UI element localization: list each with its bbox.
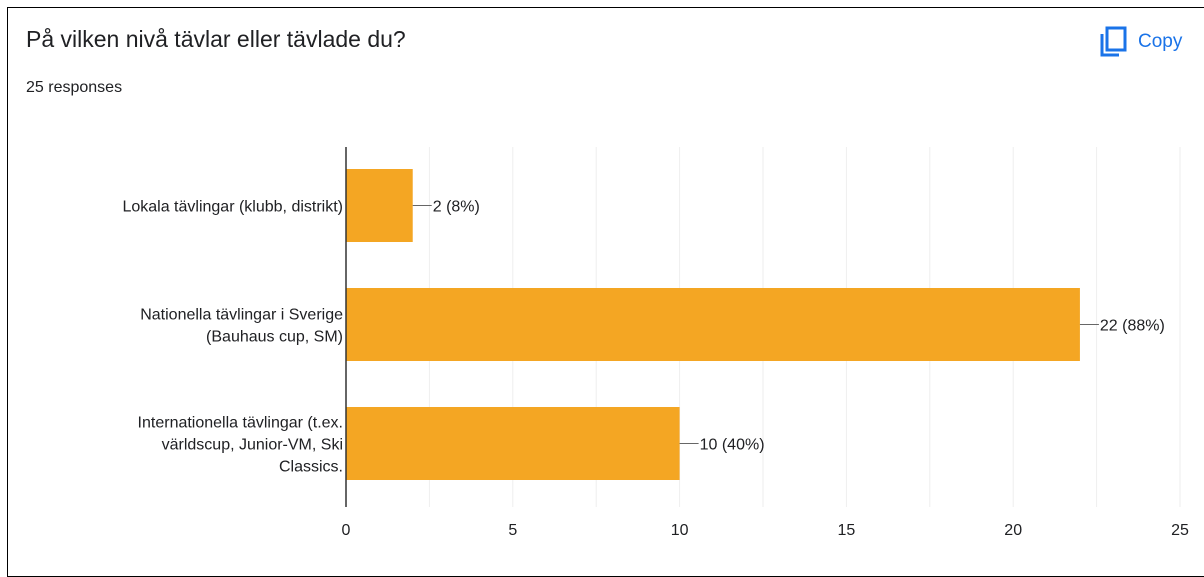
value-label: 2 (8%) xyxy=(433,199,480,216)
copy-label: Copy xyxy=(1138,31,1183,52)
category-label: Nationella tävlingar i Sverige xyxy=(140,307,343,324)
bar xyxy=(346,407,680,480)
category-label: Lokala tävlingar (klubb, distrikt) xyxy=(122,199,343,216)
x-tick-label: 0 xyxy=(342,522,351,539)
category-label: Internationella tävlingar (t.ex. xyxy=(138,415,343,432)
x-tick-label: 25 xyxy=(1171,522,1189,539)
category-label: Classics. xyxy=(279,459,343,476)
question-title: På vilken nivå tävlar eller tävlade du? xyxy=(26,26,406,52)
category-label: världscup, Junior-VM, Ski xyxy=(162,437,343,454)
x-tick-label: 10 xyxy=(671,522,689,539)
value-label: 10 (40%) xyxy=(700,437,765,454)
bar-chart: 2 (8%) 22 (88%) 10 (40%) Lokala tävlingar (… xyxy=(122,147,1189,539)
response-count: 25 responses xyxy=(26,79,123,96)
x-tick-label: 5 xyxy=(508,522,517,539)
value-label: 22 (88%) xyxy=(1100,318,1165,335)
bar xyxy=(346,288,1080,361)
category-label: (Bauhaus cup, SM) xyxy=(206,329,343,346)
bar xyxy=(346,169,413,242)
copy-button[interactable]: Copy xyxy=(1098,25,1182,59)
copy-icon xyxy=(1100,26,1127,57)
x-tick-label: 20 xyxy=(1004,522,1022,539)
x-tick-label: 15 xyxy=(838,522,856,539)
